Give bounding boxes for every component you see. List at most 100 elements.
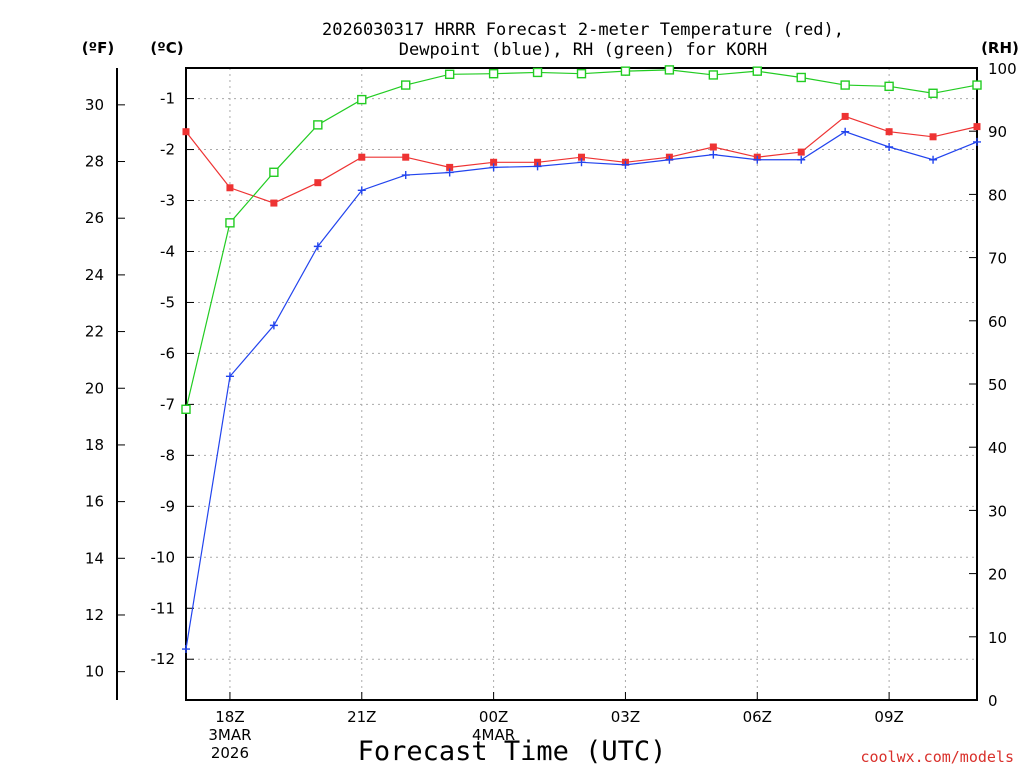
chart-title-line1: 2026030317 HRRR Forecast 2-meter Tempera… <box>322 20 844 40</box>
rh-point <box>313 120 323 130</box>
rh-tick-label: 70 <box>988 250 1007 268</box>
rh-point <box>928 88 938 98</box>
x-tick-label: 09Z <box>874 708 903 726</box>
celsius-tick-label: -7 <box>160 395 175 413</box>
fahrenheit-tick-label: 26 <box>85 209 104 227</box>
temperature-point <box>929 133 937 141</box>
dewpoint-point <box>269 321 278 330</box>
fahrenheit-tick-label: 28 <box>85 153 104 171</box>
temperature-point <box>490 158 498 166</box>
temperature-point <box>973 123 981 131</box>
x-tick-label: 03Z <box>611 708 640 726</box>
rh-tick-label: 10 <box>988 629 1007 647</box>
temperature-point <box>797 148 805 156</box>
x-tick-date: 4MAR <box>472 726 515 744</box>
rh-point <box>972 80 982 90</box>
celsius-tick-label: -6 <box>160 344 175 362</box>
x-tick-label: 18Z <box>215 708 244 726</box>
x-axis-label: Forecast Time (UTC) <box>358 736 667 767</box>
rh-tick-label: 20 <box>988 566 1007 584</box>
rh-tick-label: 40 <box>988 439 1007 457</box>
x-tick-date: 3MAR <box>208 726 251 744</box>
dewpoint-point <box>973 137 981 146</box>
rh-unit-label: (RH) <box>981 39 1019 57</box>
temperature-point <box>885 128 893 136</box>
dewpoint-point <box>665 155 674 164</box>
rh-point <box>401 80 411 90</box>
fahrenheit-tick-label: 22 <box>85 323 104 341</box>
temperature-point <box>578 153 585 161</box>
temperature-point <box>182 128 190 136</box>
rh-point <box>796 72 806 83</box>
rh-point <box>269 167 279 177</box>
temperature-point <box>446 163 454 171</box>
rh-tick-label: 80 <box>988 186 1007 204</box>
temperature-point <box>534 158 542 166</box>
dewpoint-point <box>709 150 718 159</box>
fahrenheit-tick-label: 30 <box>85 96 104 114</box>
celsius-tick-label: -5 <box>160 293 175 311</box>
fahrenheit-tick-label: 14 <box>85 549 104 567</box>
x-tick-year: 2026 <box>211 744 249 762</box>
rh-point <box>576 68 587 79</box>
fahrenheit-tick-label: 24 <box>85 266 104 284</box>
celsius-tick-label: -10 <box>151 548 176 566</box>
dewpoint-point <box>621 160 630 169</box>
dewpoint-point <box>885 143 894 151</box>
fahrenheit-tick-label: 12 <box>85 606 104 624</box>
celsius-tick-label: -8 <box>160 446 175 464</box>
fahrenheit-tick-label: 20 <box>85 379 104 397</box>
rh-point <box>884 81 894 92</box>
rh-point <box>532 67 543 78</box>
temperature-point <box>270 199 278 207</box>
fahrenheit-unit-label: (ºF) <box>82 39 114 57</box>
dewpoint-point <box>841 127 850 136</box>
chart-title-line2: Dewpoint (blue), RH (green) for KORH <box>399 40 767 60</box>
x-tick-label: 21Z <box>347 708 376 726</box>
rh-point <box>488 68 499 79</box>
rh-tick-label: 90 <box>988 123 1007 141</box>
celsius-tick-label: -1 <box>160 90 175 108</box>
celsius-tick-label: -9 <box>160 497 175 515</box>
rh-tick-label: 60 <box>988 313 1007 331</box>
rh-point <box>752 66 762 76</box>
series-marks <box>181 65 982 654</box>
dewpoint-point <box>401 171 410 180</box>
dewpoint-point <box>533 162 542 171</box>
x-tick-label: 00Z <box>479 708 508 726</box>
celsius-tick-label: -11 <box>151 599 176 617</box>
rh-point <box>840 80 850 90</box>
temperature-point <box>358 153 366 161</box>
celsius-tick-label: -2 <box>160 141 175 159</box>
fahrenheit-tick-label: 10 <box>85 663 104 681</box>
dewpoint-point <box>357 186 366 195</box>
temperature-point <box>841 112 849 120</box>
rh-point <box>181 404 191 414</box>
dewpoint-point <box>182 645 190 654</box>
dewpoint-point <box>929 155 938 164</box>
temperature-point <box>226 184 234 192</box>
rh-tick-label: 50 <box>988 376 1007 394</box>
fahrenheit-tick-label: 16 <box>85 493 104 511</box>
rh-tick-label: 30 <box>988 502 1007 520</box>
rh-point <box>664 65 675 75</box>
dewpoint-point <box>225 372 234 381</box>
dewpoint-point <box>489 163 498 172</box>
fahrenheit-tick-label: 18 <box>85 436 104 454</box>
rh-point <box>225 218 235 228</box>
rh-tick-label: 0 <box>988 692 998 710</box>
rh-point <box>620 66 631 76</box>
rh-point <box>444 69 455 80</box>
dewpoint-point <box>797 155 806 164</box>
x-tick-label: 06Z <box>743 708 772 726</box>
celsius-unit-label: (ºC) <box>150 39 183 57</box>
dewpoint-point <box>577 158 586 167</box>
credit-text: coolwx.com/models <box>860 748 1014 766</box>
celsius-tick-label: -4 <box>160 242 175 260</box>
axis-ticks: -12-11-10-9-8-7-6-5-4-3-2-11012141618202… <box>85 60 1017 762</box>
dewpoint-point <box>445 168 454 177</box>
temperature-point <box>402 153 410 161</box>
dewpoint-point <box>753 155 762 164</box>
celsius-tick-label: -12 <box>151 650 176 668</box>
